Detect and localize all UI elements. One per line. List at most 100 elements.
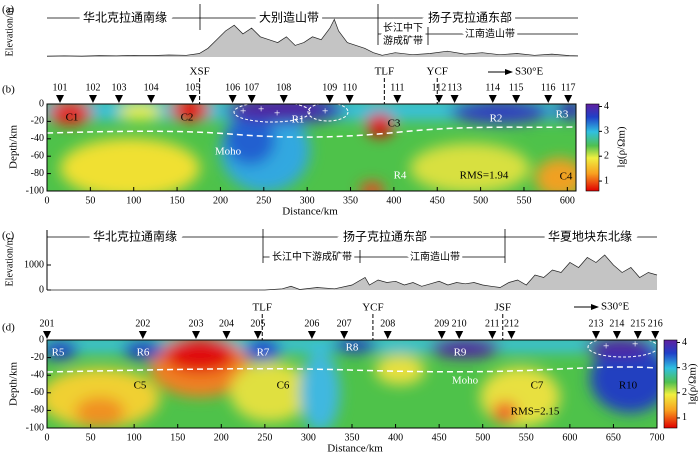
station-marker <box>564 95 573 103</box>
station-label: 117 <box>561 82 576 93</box>
panel-label: (b) <box>2 84 15 96</box>
anomaly-label: R3 <box>556 109 569 121</box>
resistivity-image: + + <box>47 340 657 428</box>
panel-label: (a) <box>2 4 15 16</box>
moho-label: Moho <box>215 146 242 158</box>
anomaly-label: R10 <box>619 380 638 392</box>
colorbar-tick-label: 1 <box>682 412 687 423</box>
station-label: 103 <box>111 82 126 93</box>
y-tick-label: -80 <box>31 168 44 179</box>
x-tick-label: 500 <box>475 432 490 443</box>
y-tick-label: -100 <box>26 422 44 433</box>
station-label: 104 <box>144 82 159 93</box>
colorbar-tick-label: 3 <box>604 126 609 137</box>
x-tick-label: 450 <box>430 195 445 206</box>
station-marker <box>43 331 51 339</box>
fault-label: TLF <box>375 66 395 78</box>
anomaly-label: R4 <box>394 170 407 182</box>
anomaly-label: C5 <box>134 380 147 392</box>
station-marker <box>393 95 402 103</box>
x-axis-label: Distance/km <box>327 443 383 455</box>
subzone-label: 江南造山带 <box>465 27 515 40</box>
station-label: 210 <box>452 318 467 329</box>
station-marker <box>437 331 446 339</box>
colorbar-tick-label: 1 <box>604 175 609 186</box>
y-tick-label: 0 <box>39 334 44 345</box>
station-label: 114 <box>485 82 500 93</box>
station-marker <box>651 331 660 339</box>
station-label: 201 <box>40 318 55 329</box>
x-tick-label: 150 <box>170 195 185 206</box>
colorbar-label: lg(ρ/Ωm) <box>687 363 699 404</box>
colorbar-label: lg(ρ/Ωm) <box>616 126 628 167</box>
station-marker <box>383 331 392 339</box>
subzone-label: 游成矿带 <box>383 34 423 47</box>
colorbar <box>663 339 678 429</box>
anomaly-label: C2 <box>181 112 194 124</box>
station-marker <box>56 95 65 103</box>
fault-label: TLF <box>252 302 272 314</box>
elevation-line <box>46 18 579 57</box>
x-tick-label: 400 <box>386 195 401 206</box>
x-tick-label: 450 <box>432 432 447 443</box>
x-tick-label: 250 <box>257 432 272 443</box>
moho-label: Moho <box>452 375 479 387</box>
station-marker <box>455 331 464 339</box>
x-tick-label: 150 <box>170 432 185 443</box>
station-marker <box>450 95 459 103</box>
anomaly-label: R2 <box>490 113 503 125</box>
y-axis-label: Depth/km <box>8 362 20 406</box>
y-tick-label: 1000 <box>24 259 44 270</box>
zone-label: 华北克拉通南缘 <box>93 229 177 244</box>
zone-label: 扬子克拉通东部 <box>428 10 512 25</box>
anomaly-label: R6 <box>137 347 150 359</box>
y-tick-label: -80 <box>31 405 44 416</box>
x-tick-label: 100 <box>127 432 142 443</box>
station-label: 204 <box>219 318 234 329</box>
x-tick-label: 700 <box>650 432 665 443</box>
station-label: 101 <box>53 82 68 93</box>
station-marker <box>247 95 256 103</box>
y-tick-label: -40 <box>31 133 44 144</box>
station-label: 111 <box>390 82 404 93</box>
anomaly-label: R9 <box>454 347 467 359</box>
x-tick-label: 0 <box>45 195 50 206</box>
elevation-line <box>47 254 658 291</box>
zone-label: 华夏地块东北缘 <box>548 230 632 244</box>
station-label: 211 <box>485 318 500 329</box>
station-label: 102 <box>85 82 100 93</box>
y-tick-label: -60 <box>31 387 44 398</box>
station-marker <box>88 95 97 103</box>
y-axis-label: Elevation/m <box>4 237 15 286</box>
zone-label: 大别造山带 <box>259 11 319 25</box>
svg-text:+: + <box>322 106 328 118</box>
x-tick-label: 100 <box>126 195 141 206</box>
colorbar-tick-label: 2 <box>682 387 687 398</box>
x-tick-label: 250 <box>256 195 271 206</box>
station-marker <box>488 95 497 103</box>
y-axis-label: Depth/km <box>8 125 20 169</box>
y-tick-label: -40 <box>31 369 44 380</box>
x-tick-label: 400 <box>388 432 403 443</box>
station-marker <box>307 331 316 339</box>
area-fill <box>47 255 657 290</box>
y-tick-label: 0 <box>39 284 44 295</box>
anomaly-label: C1 <box>66 112 79 124</box>
panel-label: (d) <box>2 322 15 334</box>
station-marker <box>222 331 231 339</box>
subzone-label: 长江中下游成矿带 <box>272 250 352 263</box>
svg-text:+: + <box>240 106 246 118</box>
anomaly-label: C6 <box>277 380 290 392</box>
anomaly-label: R5 <box>52 347 65 359</box>
x-tick-label: 50 <box>85 195 95 206</box>
anomaly-label: C4 <box>560 171 573 183</box>
station-label: 214 <box>609 318 624 329</box>
fault-label: XSF <box>190 66 210 78</box>
x-tick-label: 600 <box>560 195 575 206</box>
station-marker <box>633 331 642 339</box>
x-tick-label: 550 <box>519 432 534 443</box>
station-marker <box>138 331 147 339</box>
anomaly-label: C3 <box>388 118 401 130</box>
station-marker <box>434 95 443 103</box>
